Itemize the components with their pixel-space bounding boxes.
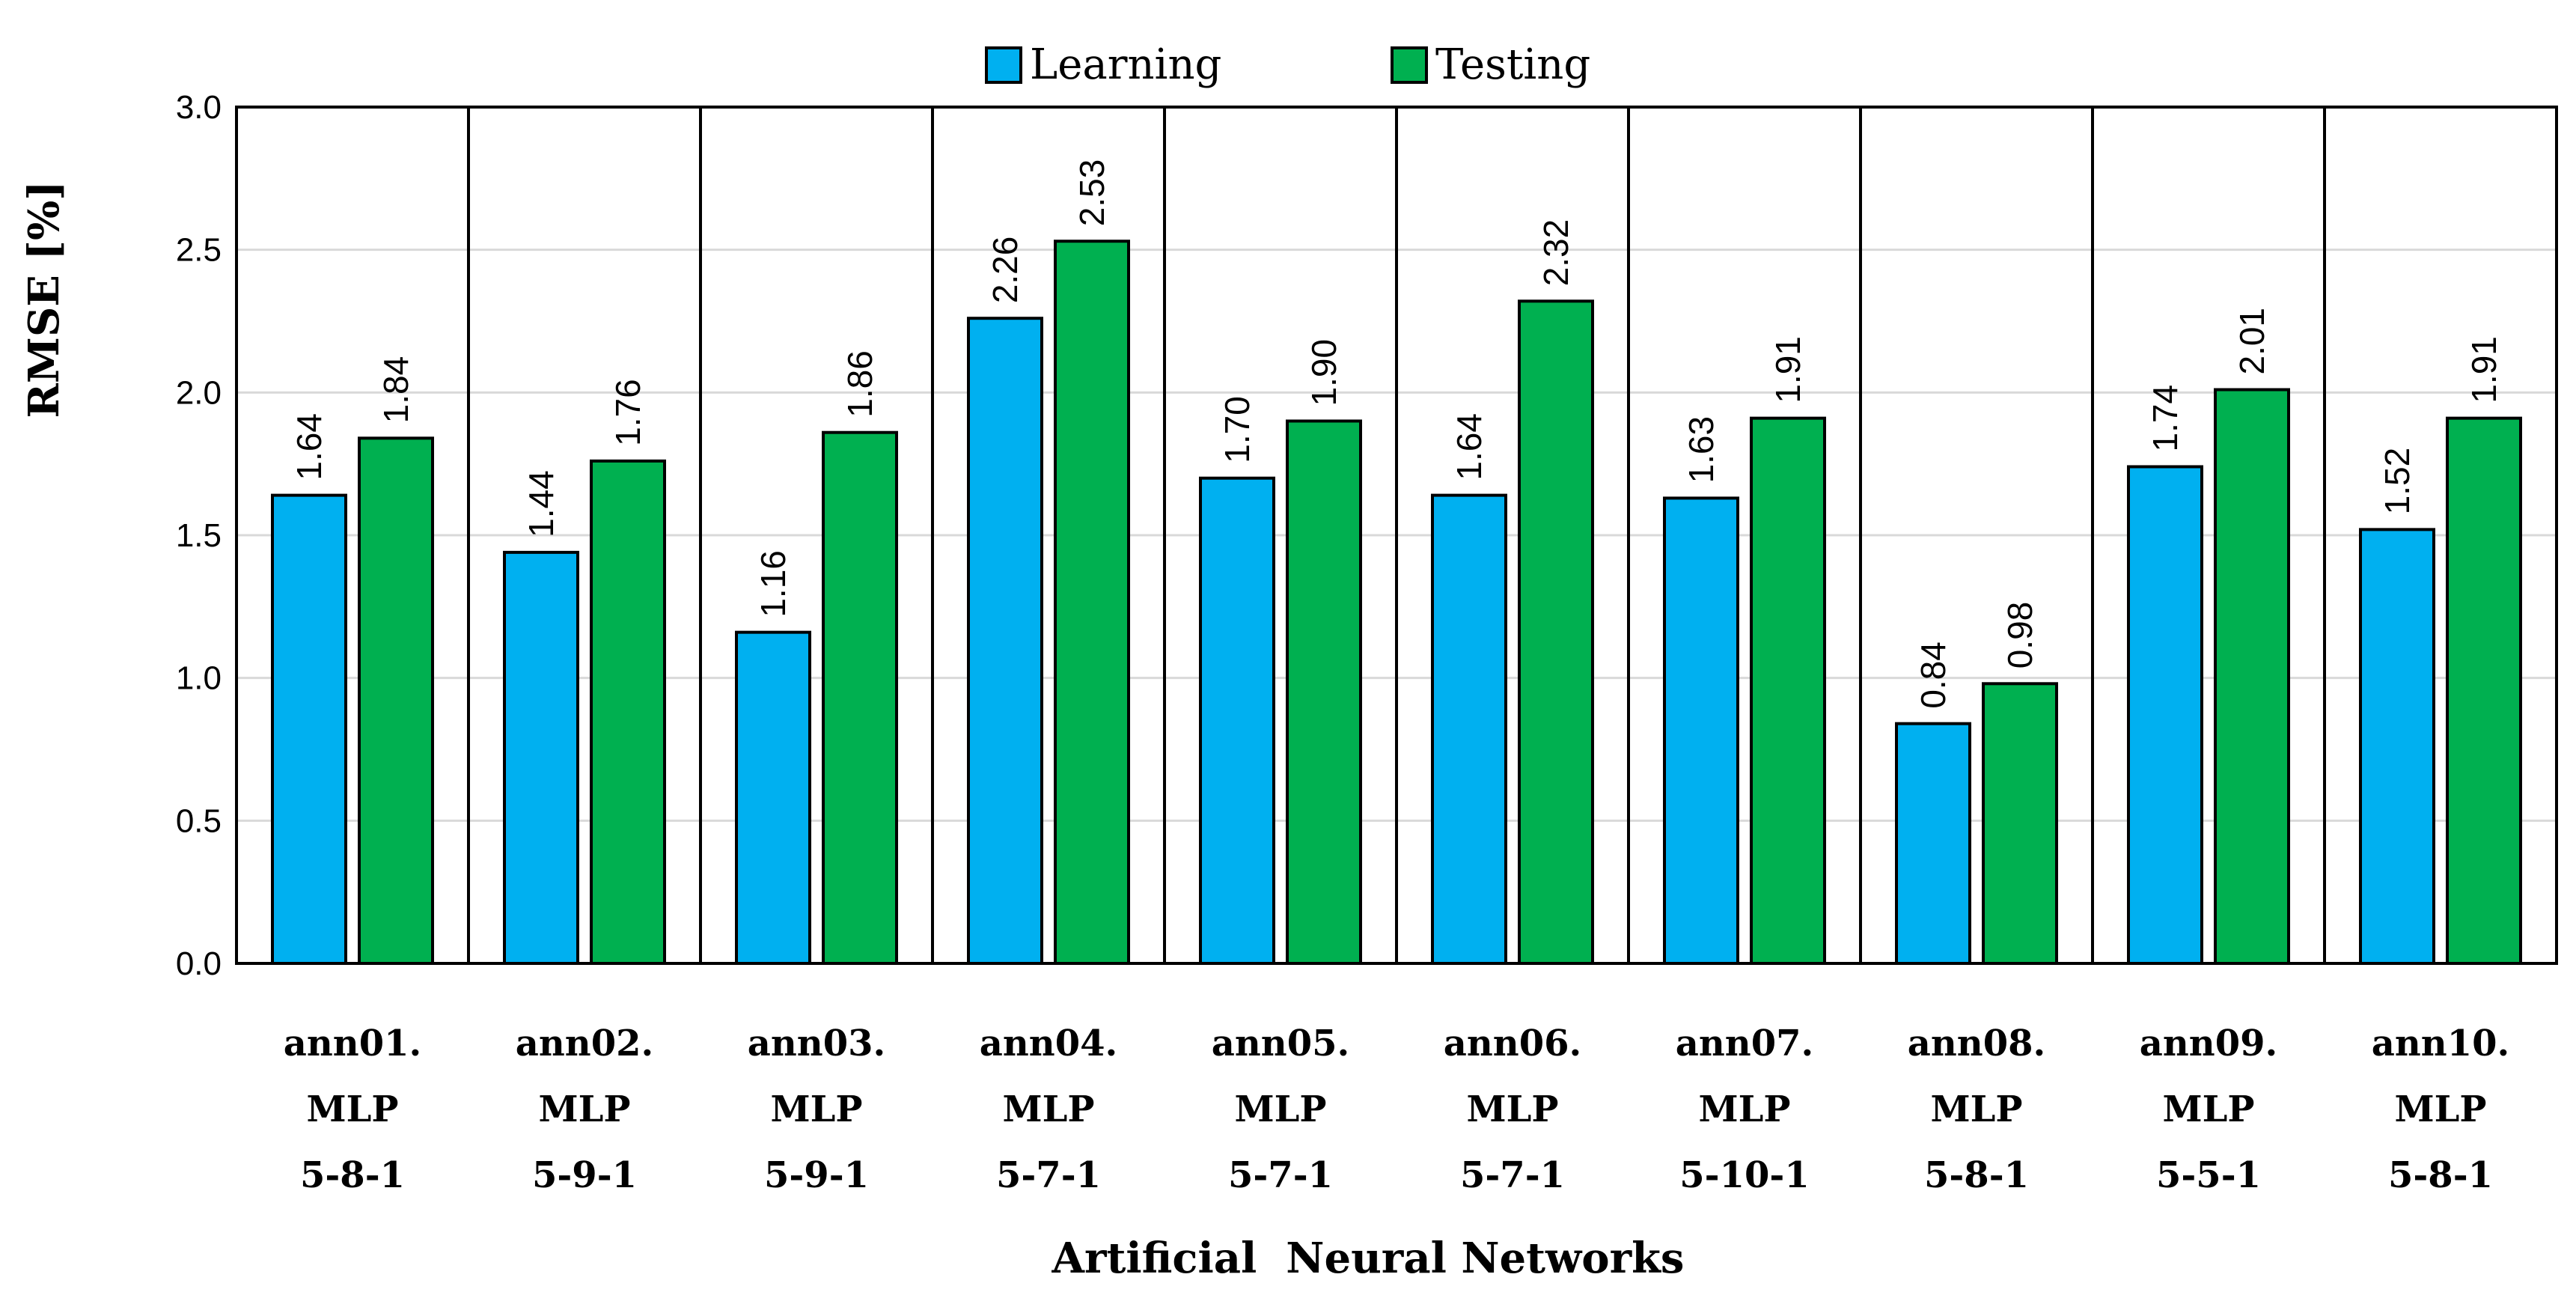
x-category-label: MLP <box>539 1088 631 1130</box>
x-category-label: ann01. <box>284 1023 421 1064</box>
x-axis-title: Artificial Neural Networks <box>1052 1234 1685 1283</box>
legend-swatch-testing <box>1391 46 1428 84</box>
x-category-label: ann09. <box>2140 1023 2277 1064</box>
y-tick-label: 0.5 <box>176 802 222 839</box>
x-category-label: 5-8-1 <box>300 1154 405 1196</box>
data-label: 1.63 <box>1682 416 1721 484</box>
x-category-label: ann03. <box>748 1023 885 1064</box>
data-label: 2.01 <box>2232 308 2271 375</box>
bar-testing <box>2446 416 2522 965</box>
bar-testing <box>358 436 434 965</box>
data-label: 1.64 <box>290 413 329 481</box>
bar-learning <box>967 317 1043 966</box>
x-category-label: 5-9-1 <box>532 1154 637 1196</box>
bars: 1.64 1.84 1.44 1.76 1.16 1.86 2.26 2.53 1.70 1.90… <box>271 159 2522 966</box>
data-label: 2.53 <box>1072 159 1111 227</box>
x-category-label: MLP <box>1003 1088 1095 1130</box>
bar-learning <box>503 550 579 965</box>
x-category-label: ann06. <box>1444 1023 1581 1064</box>
x-category-label: MLP <box>2395 1088 2487 1130</box>
bar-testing <box>2214 388 2290 965</box>
bar-testing <box>1518 299 1594 966</box>
bar-learning <box>1199 476 1275 965</box>
y-tick-label: 3.0 <box>176 89 222 126</box>
y-tick-label: 1.0 <box>176 660 222 697</box>
data-label: 1.74 <box>2146 385 2185 452</box>
bar-testing <box>1286 419 1362 965</box>
x-category-label: MLP <box>771 1088 863 1130</box>
x-category-label: MLP <box>1467 1088 1559 1130</box>
data-label: 0.98 <box>2000 602 2039 669</box>
bar-learning <box>1663 496 1739 965</box>
x-category-label: 5-9-1 <box>764 1154 869 1196</box>
bar-learning <box>2127 465 2203 965</box>
bar-testing <box>822 430 898 965</box>
data-label: 2.26 <box>986 237 1025 304</box>
data-label: 0.84 <box>1914 642 1953 709</box>
bar-testing <box>1750 416 1826 965</box>
x-category-label: MLP <box>1699 1088 1791 1130</box>
data-label: 1.90 <box>1304 339 1343 406</box>
x-category-label: ann10. <box>2372 1023 2509 1064</box>
bar-learning <box>735 630 811 965</box>
y-tick-labels: 0.0 0.5 1.0 1.5 2.0 2.5 3.0 <box>176 89 222 982</box>
data-label: 1.44 <box>522 470 561 537</box>
x-category-label: MLP <box>307 1088 399 1130</box>
bar-testing <box>590 459 666 965</box>
bar-learning <box>1431 493 1507 965</box>
data-label: 1.64 <box>1450 413 1489 481</box>
legend-swatch-learning <box>985 46 1022 84</box>
y-tick-label: 2.5 <box>176 232 222 269</box>
x-category-label: 5-5-1 <box>2156 1154 2261 1196</box>
data-label: 1.16 <box>754 550 793 618</box>
x-category-label: ann08. <box>1908 1023 2045 1064</box>
x-category-label: 5-8-1 <box>2388 1154 2493 1196</box>
x-category-label: MLP <box>2163 1088 2255 1130</box>
data-label: 1.76 <box>608 379 647 446</box>
data-label: 2.32 <box>1536 219 1575 287</box>
legend-label-learning: Learning <box>1030 40 1221 89</box>
bar-learning <box>2359 528 2435 965</box>
x-category-labels: ann01. MLP 5-8-1 ann02. MLP 5-9-1 ann03. MLP 5-9… <box>284 1023 2509 1196</box>
legend: Learning Testing <box>985 40 1590 89</box>
x-category-label: MLP <box>1931 1088 2023 1130</box>
x-category-label: 5-7-1 <box>1228 1154 1333 1196</box>
y-tick-label: 2.0 <box>176 374 222 411</box>
data-label: 1.91 <box>1768 336 1807 403</box>
x-category-label: 5-8-1 <box>1924 1154 2029 1196</box>
x-category-label: MLP <box>1235 1088 1327 1130</box>
bar-learning <box>1895 722 1971 965</box>
x-category-label: ann04. <box>980 1023 1117 1064</box>
y-axis-title: RMSE [%] <box>19 180 69 418</box>
category-separators <box>467 107 2326 963</box>
legend-label-testing: Testing <box>1435 40 1590 89</box>
plot-frame <box>235 106 2558 965</box>
data-label: 1.84 <box>376 356 415 424</box>
data-label: 1.70 <box>1218 396 1257 463</box>
bar-testing <box>1054 240 1130 965</box>
x-category-label: ann07. <box>1676 1023 1813 1064</box>
data-label: 1.52 <box>2378 448 2417 515</box>
y-tick-label: 1.5 <box>176 517 222 554</box>
x-category-label: 5-10-1 <box>1679 1154 1809 1196</box>
bar-learning <box>271 493 347 965</box>
data-label: 1.86 <box>840 350 879 418</box>
y-tick-label: 0.0 <box>176 945 222 982</box>
data-label: 1.91 <box>2464 336 2503 403</box>
x-category-label: 5-7-1 <box>1460 1154 1565 1196</box>
x-category-label: ann05. <box>1212 1023 1349 1064</box>
x-category-label: 5-7-1 <box>996 1154 1101 1196</box>
bar-testing <box>1982 682 2058 965</box>
x-category-label: ann02. <box>516 1023 653 1064</box>
